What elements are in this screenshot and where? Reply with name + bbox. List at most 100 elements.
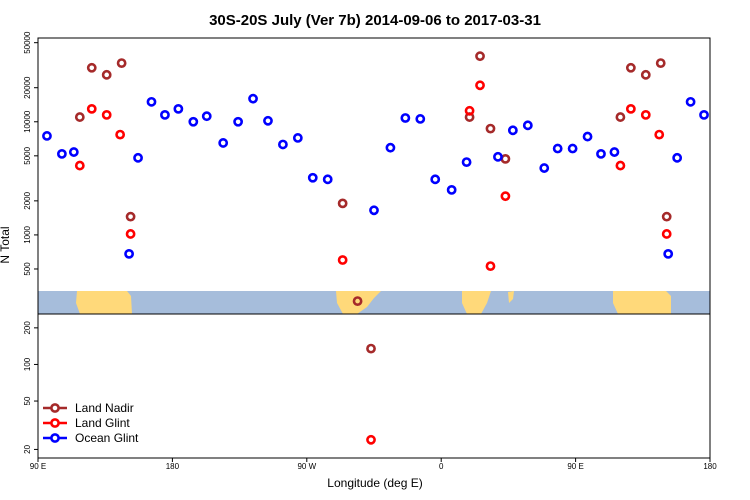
land-nadir-point: [86, 62, 97, 73]
x-tick-label: 90 E: [567, 462, 583, 471]
land-nadir-point: [125, 211, 136, 222]
legend-marker-land-glint: [50, 418, 60, 428]
y-axis-lower: 20 50 100 200: [23, 321, 38, 454]
land-glint-point: [101, 110, 112, 120]
land-glint-point: [500, 191, 511, 202]
ocean-glint-point: [124, 248, 134, 259]
land-south-america: [336, 291, 381, 314]
ocean-glint-point: [415, 114, 426, 124]
land-australia: [76, 291, 132, 314]
y-tick-label: 5000: [23, 146, 32, 164]
lower-panel-frame: [37, 313, 711, 459]
ocean-glint-point: [539, 163, 550, 173]
ocean-glint-point: [596, 149, 606, 159]
ocean-glint-point: [663, 248, 674, 259]
ocean-glint-point: [430, 174, 441, 185]
ocean-glint-point: [146, 96, 157, 107]
y-tick-label: 20: [23, 444, 32, 453]
land-nadir-point: [74, 112, 85, 122]
land-glint-point: [74, 160, 85, 171]
upper-panel-frame: [37, 37, 711, 315]
y-tick-label: 50000: [23, 31, 32, 54]
ocean-glint-point: [42, 131, 52, 141]
ocean-band: [38, 291, 710, 314]
y-tick-label: 50: [23, 396, 32, 405]
ocean-glint-point: [263, 115, 273, 126]
ocean-glint-point: [68, 147, 79, 157]
land-glint-point: [125, 229, 136, 239]
land-nadir-point: [625, 62, 636, 73]
land-madagascar: [508, 291, 514, 303]
land-africa: [462, 291, 491, 314]
land-glint-point: [86, 103, 97, 114]
ocean-glint-point: [173, 103, 184, 114]
legend-marker-land-nadir: [50, 403, 60, 413]
legend-marker-ocean-glint: [50, 433, 60, 443]
legend-label-land-nadir: Land Nadir: [75, 401, 134, 415]
land-glint-point: [640, 110, 651, 120]
ocean-glint-point: [56, 149, 67, 159]
map-band: [38, 291, 710, 314]
land-glint-point: [661, 229, 672, 239]
ocean-glint-point: [400, 113, 411, 123]
y-tick-label: 500: [23, 262, 32, 276]
land-glint-point: [366, 434, 376, 445]
ocean-glint-point: [278, 139, 288, 150]
y-tick-label: 20000: [23, 76, 32, 99]
land-glint-point: [337, 255, 348, 265]
land-nadir-point: [101, 69, 112, 80]
ocean-glint-point: [233, 116, 244, 127]
land-glint-point: [615, 160, 626, 171]
x-axis-label: Longitude (deg E): [327, 476, 422, 490]
land-glint-point: [475, 80, 485, 91]
ocean-glint-point: [672, 152, 683, 163]
ocean-glint-point: [292, 133, 303, 143]
y-tick-label: 200: [23, 321, 32, 335]
land-nadir-point: [661, 211, 672, 222]
land-nadir-point: [337, 198, 348, 209]
land-nadir-point: [640, 69, 651, 80]
land-glint-point: [654, 129, 665, 140]
x-tick-label: 180: [703, 462, 717, 471]
x-tick-label: 0: [439, 462, 444, 471]
ocean-glint-point: [446, 184, 457, 195]
ocean-glint-point: [385, 142, 396, 153]
land-glint-point: [115, 129, 126, 140]
ocean-glint-point: [133, 152, 143, 163]
data-points: [42, 51, 709, 445]
y-tick-label: 10000: [23, 110, 32, 133]
y-tick-label: 100: [23, 357, 32, 371]
y-tick-label: 1000: [23, 225, 32, 243]
land-nadir-point: [655, 58, 666, 69]
land-glint-point: [485, 261, 496, 272]
land-nadir-point: [500, 153, 511, 164]
x-tick-label: 90 E: [30, 462, 46, 471]
ocean-glint-point: [248, 93, 258, 104]
ocean-glint-point: [699, 110, 709, 120]
panel-frames: [37, 37, 711, 459]
land-glint-point: [464, 105, 475, 116]
ocean-glint-point: [322, 174, 333, 185]
ocean-glint-point: [461, 157, 472, 168]
y-tick-label: 2000: [23, 191, 32, 209]
ocean-glint-point: [201, 111, 212, 122]
y-axis-upper: 500 1000 2000 5000 10000 20000 50000: [23, 31, 38, 276]
ocean-glint-point: [188, 116, 199, 127]
ocean-glint-point: [552, 143, 563, 154]
x-tick-label: 180: [166, 462, 180, 471]
land-nadir-point: [475, 51, 485, 62]
land-nadir-point: [366, 343, 376, 354]
land-australia-repeat: [613, 291, 671, 314]
ocean-glint-point: [609, 147, 620, 157]
land-nadir-point: [116, 58, 127, 69]
ocean-glint-point: [685, 96, 696, 107]
legend-label-ocean-glint: Ocean Glint: [75, 431, 139, 445]
ocean-glint-point: [522, 120, 533, 131]
ocean-glint-point: [369, 205, 379, 216]
land-nadir-point: [485, 123, 496, 134]
ocean-glint-point: [567, 143, 578, 154]
land-glint-point: [625, 103, 636, 114]
ocean-glint-point: [582, 131, 593, 142]
